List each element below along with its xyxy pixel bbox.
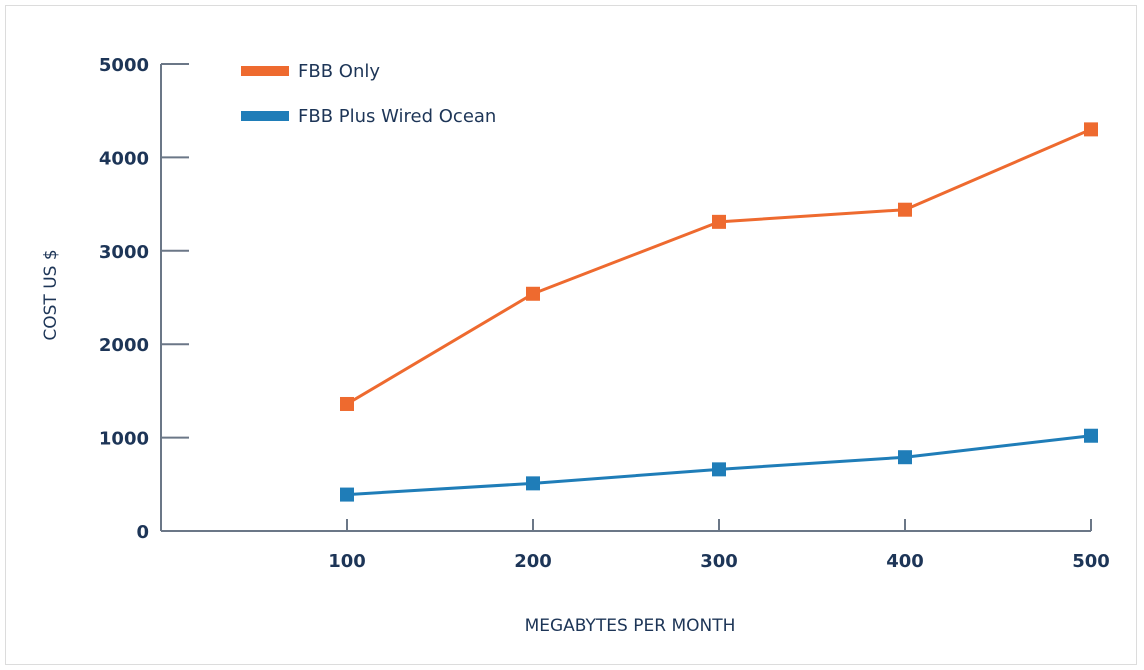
data-point-1-2 bbox=[712, 462, 726, 477]
data-point-1-3 bbox=[898, 450, 912, 465]
chart-frame: 0 1000 2000 3000 4000 5000 100 200 300 400 500 FBB… bbox=[5, 5, 1137, 665]
legend-swatch-0 bbox=[241, 66, 289, 76]
x-tick-label-100: 100 bbox=[328, 551, 366, 572]
x-tick-label-300: 300 bbox=[700, 551, 738, 572]
legend: FBB Only FBB Plus Wired Ocean bbox=[241, 61, 496, 127]
series-line-0 bbox=[346, 128, 1092, 406]
x-axis-title: MEGABYTES PER MONTH bbox=[525, 616, 736, 636]
data-point-0-1 bbox=[526, 286, 540, 301]
tick-labels: 0 1000 2000 3000 4000 5000 100 200 300 400 500 bbox=[99, 55, 1110, 572]
x-tick-label-500: 500 bbox=[1072, 551, 1110, 572]
y-tick-label-3000: 3000 bbox=[99, 242, 149, 263]
series-0 bbox=[340, 122, 1098, 411]
data-point-1-0 bbox=[340, 487, 354, 502]
series-1 bbox=[340, 428, 1098, 502]
data-point-1-4 bbox=[1084, 428, 1098, 443]
legend-label-0: FBB Only bbox=[298, 61, 380, 82]
data-point-0-4 bbox=[1084, 122, 1098, 137]
y-tick-label-1000: 1000 bbox=[99, 429, 149, 450]
axes bbox=[160, 63, 1092, 532]
x-tick-label-400: 400 bbox=[886, 551, 924, 572]
y-tick-label-4000: 4000 bbox=[99, 148, 149, 169]
legend-swatch-1 bbox=[241, 111, 289, 121]
line-chart: 0 1000 2000 3000 4000 5000 100 200 300 400 500 FBB… bbox=[41, 55, 1110, 636]
data-point-1-1 bbox=[526, 476, 540, 491]
legend-label-1: FBB Plus Wired Ocean bbox=[298, 106, 496, 127]
data-point-0-0 bbox=[340, 396, 354, 411]
y-tick-label-2000: 2000 bbox=[99, 335, 149, 356]
y-tick-label-5000: 5000 bbox=[99, 55, 149, 76]
y-axis-title: COST US $ bbox=[41, 249, 61, 340]
series-layer bbox=[340, 122, 1098, 502]
y-tick-label-0: 0 bbox=[136, 522, 149, 543]
x-tick-label-200: 200 bbox=[514, 551, 552, 572]
data-point-0-3 bbox=[898, 202, 912, 217]
data-point-0-2 bbox=[712, 214, 726, 229]
